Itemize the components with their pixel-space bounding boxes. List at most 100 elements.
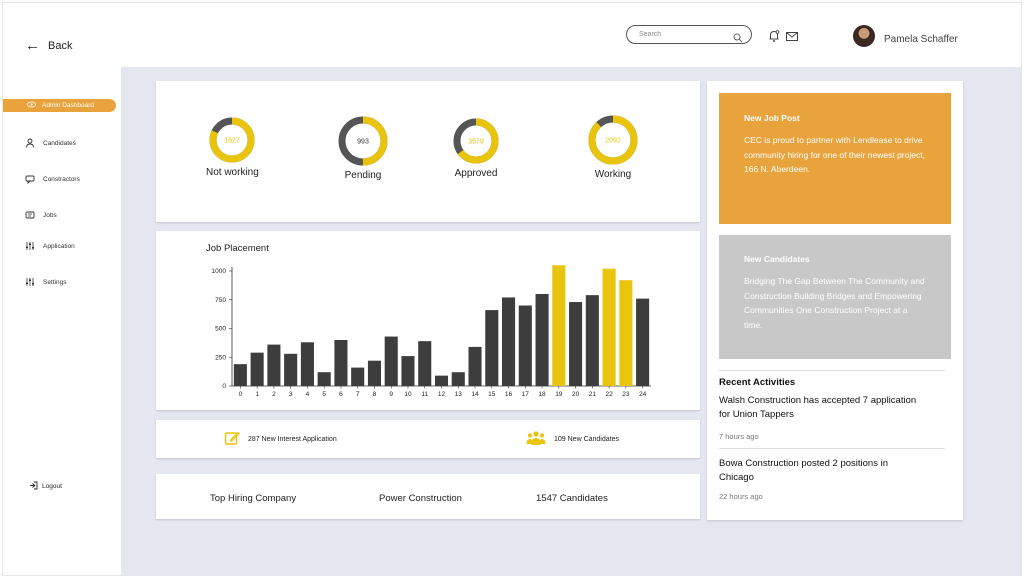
status-label: Not working — [206, 167, 259, 178]
x-tick-label: 14 — [471, 391, 479, 398]
ring-fill — [338, 116, 388, 166]
donut-ring: 2092 — [588, 115, 638, 165]
bar-16[interactable] — [502, 297, 516, 386]
chart-title: Job Placement — [206, 243, 269, 254]
y-tick-label: 500 — [215, 326, 226, 333]
bar-9[interactable] — [384, 336, 398, 386]
status-label: Approved — [454, 168, 498, 179]
new-candidates-card[interactable]: New Candidates Bridging The Gap Between … — [719, 235, 951, 359]
bell-icon[interactable] — [767, 29, 781, 43]
bar-23[interactable] — [619, 280, 633, 386]
x-tick-label: 23 — [622, 391, 630, 398]
hiring-count: 1547 Candidates — [536, 493, 608, 504]
donut-ring: 3579 — [453, 118, 499, 164]
edit-icon — [224, 430, 240, 448]
bar-20[interactable] — [569, 302, 583, 386]
bar-2[interactable] — [267, 344, 281, 386]
sidebar-item-label: Candidates — [43, 139, 76, 147]
bar-12[interactable] — [434, 375, 449, 386]
ring-value: 3579 — [468, 139, 484, 146]
promo-text: CEC is proud to partner with Lendlease t… — [744, 135, 925, 174]
user-icon — [25, 138, 35, 148]
bar-15[interactable] — [485, 310, 499, 386]
sidebar-item-constractors[interactable]: Constractors — [25, 174, 80, 184]
sidebar-item-settings[interactable]: Settings — [25, 277, 67, 287]
job-placement-card: Job Placement 0 250 500 750 1000 0 1 2 3 4 5 6 7 8 9 10… — [156, 231, 700, 410]
x-tick-label: 1 — [255, 391, 259, 398]
bar-24[interactable] — [636, 298, 650, 386]
x-tick-label: 10 — [404, 391, 412, 398]
sidebar-item-label: Admin Dashboard — [42, 102, 95, 109]
sidebar-item-label: Application — [43, 242, 75, 250]
hiring-label: Top Hiring Company — [210, 493, 297, 504]
bar-13[interactable] — [451, 372, 465, 386]
sidebar-item-application[interactable]: Application — [25, 241, 75, 251]
search-input[interactable] — [639, 31, 729, 38]
bar-17[interactable] — [518, 305, 532, 387]
ring-value: 2092 — [605, 138, 621, 145]
bar-7[interactable] — [351, 367, 365, 386]
status-approved: 3579 Approved — [453, 118, 499, 179]
bar-5[interactable] — [317, 372, 331, 386]
sidebar-item-candidates[interactable]: Candidates — [25, 138, 76, 148]
stat-candidates: 109 New Candidates — [526, 430, 619, 448]
divider — [719, 370, 945, 371]
divider — [719, 448, 945, 449]
sidebar-item-label: Jobs — [43, 211, 57, 219]
status-not-working: 1627 Not working — [206, 117, 259, 178]
x-tick-label: 5 — [322, 391, 326, 398]
stat-interest: 287 New Interest Application — [224, 430, 337, 448]
bar-11[interactable] — [418, 341, 432, 386]
x-tick-label: 9 — [389, 391, 393, 398]
bar-10[interactable] — [401, 356, 415, 386]
x-tick-label: 16 — [505, 391, 513, 398]
search-box[interactable] — [626, 25, 752, 44]
activity-item[interactable]: Walsh Construction has accepted 7 applic… — [719, 395, 917, 420]
search-icon[interactable] — [733, 30, 743, 42]
back-button[interactable]: ← Back — [25, 38, 72, 53]
bar-8[interactable] — [367, 360, 381, 386]
bar-22[interactable] — [602, 268, 616, 386]
new-job-post-card[interactable]: New Job Post CEC is proud to partner wit… — [719, 93, 951, 224]
user-name[interactable]: Pamela Schaffer — [884, 34, 958, 45]
x-tick-label: 8 — [373, 391, 377, 398]
sliders-icon — [25, 277, 35, 287]
bar-6[interactable] — [334, 340, 348, 386]
stat-text: 287 New Interest Application — [248, 435, 337, 443]
x-tick-label: 15 — [488, 391, 496, 398]
bar-4[interactable] — [300, 342, 314, 386]
donut-ring: 993 — [338, 116, 388, 166]
bar-14[interactable] — [468, 346, 482, 386]
x-tick-label: 12 — [438, 391, 446, 398]
back-label: Back — [48, 39, 73, 52]
sidebar-item-jobs[interactable]: Jobs — [25, 210, 57, 220]
activity-item[interactable]: Bowa Construction posted 2 positions in … — [719, 458, 888, 483]
x-tick-label: 19 — [555, 391, 563, 398]
sidebar-item-label: Settings — [43, 278, 67, 286]
logout-button[interactable]: Logout — [29, 481, 62, 492]
x-tick-label: 3 — [289, 391, 293, 398]
activity-time: 7 hours ago — [719, 432, 759, 441]
bar-21[interactable] — [585, 295, 599, 386]
y-tick-label: 750 — [215, 297, 226, 304]
bar-3[interactable] — [284, 353, 298, 386]
status-card: 1627 Not working 993 Pending 3579 Approv… — [156, 81, 700, 222]
sidebar-item-admin-dashboard[interactable]: Admin Dashboard — [3, 99, 116, 112]
bar-0[interactable] — [233, 364, 247, 386]
bar-19[interactable] — [552, 265, 566, 386]
y-tick-label: 250 — [215, 354, 226, 361]
avatar[interactable] — [853, 25, 875, 47]
x-tick-label: 18 — [538, 391, 546, 398]
stats-card: 287 New Interest Application 109 New Can… — [156, 420, 700, 458]
bar-1[interactable] — [250, 352, 264, 386]
chat-icon — [25, 174, 35, 184]
bar-18[interactable] — [535, 294, 549, 386]
stat-text: 109 New Candidates — [554, 435, 619, 443]
arrow-left-icon: ← — [25, 37, 40, 54]
id-card-icon — [25, 210, 35, 220]
ring-fill — [588, 115, 638, 165]
x-tick-label: 13 — [455, 391, 463, 398]
x-tick-label: 2 — [272, 391, 276, 398]
activity-time: 22 hours ago — [719, 492, 763, 501]
mail-icon[interactable] — [785, 29, 799, 43]
